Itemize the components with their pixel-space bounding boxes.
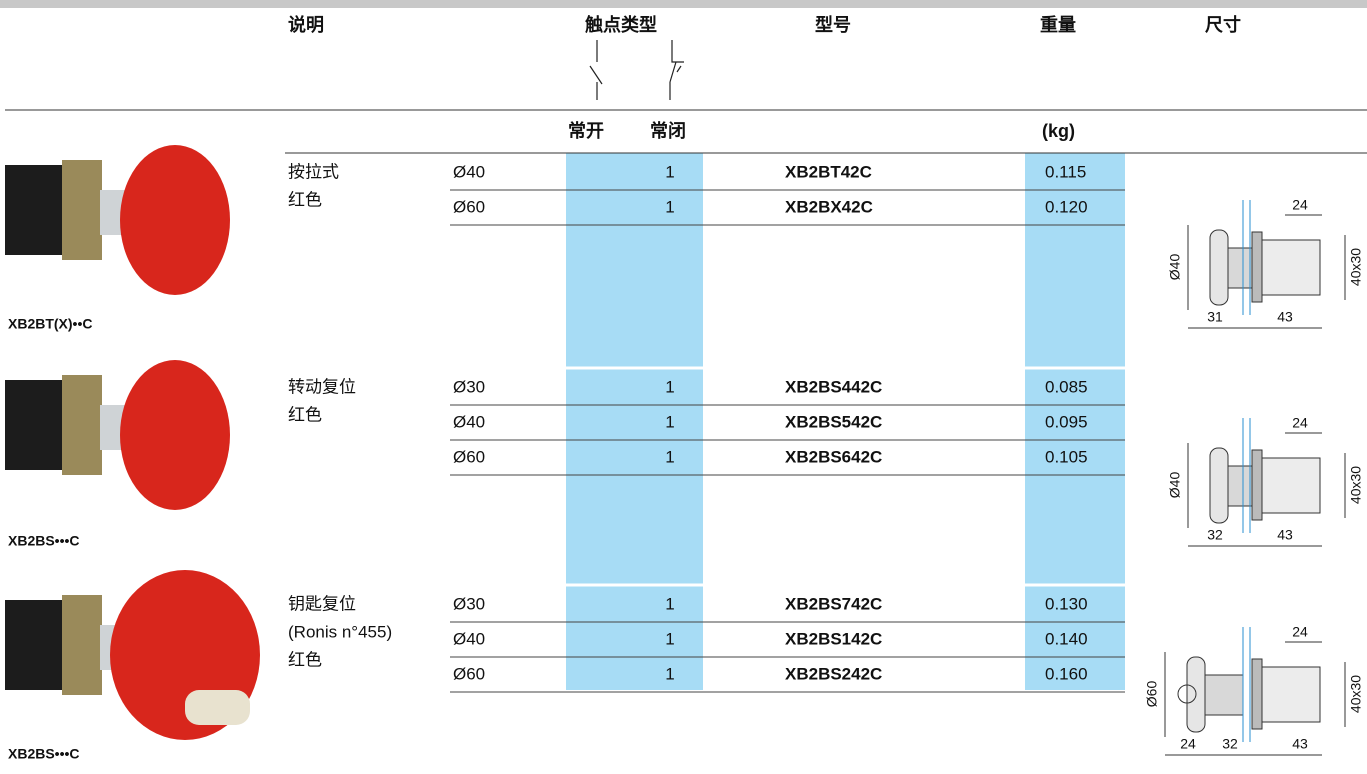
- model: XB2BS142C: [785, 629, 882, 648]
- dim-bottom-label: 43: [1277, 309, 1293, 325]
- dim-side-label: 40x30: [1348, 675, 1364, 713]
- image-label: XB2BT(X)••C: [8, 316, 92, 332]
- nc-count: 1: [665, 447, 674, 466]
- dimension-drawing: [1187, 200, 1346, 329]
- flange: [1251, 449, 1263, 521]
- description: 钥匙复位: [288, 594, 356, 613]
- weight: 0.120: [1045, 197, 1088, 216]
- description: 红色: [288, 405, 322, 424]
- dim-side-label: 40x30: [1348, 466, 1364, 504]
- model: XB2BS542C: [785, 412, 882, 431]
- contact-column: [566, 153, 703, 690]
- weight: 0.085: [1045, 377, 1088, 396]
- image-label: XB2BS•••C: [8, 746, 80, 762]
- dim-bottom-label: 43: [1277, 527, 1293, 543]
- nc-count: 1: [665, 664, 674, 683]
- header-dimensions: 尺寸: [1205, 14, 1241, 35]
- dim-bottom-label: 43: [1292, 736, 1308, 752]
- dim-diameter-label: Ø40: [1167, 254, 1183, 281]
- size: Ø60: [453, 447, 485, 466]
- weight: 0.140: [1045, 629, 1088, 648]
- weight: 0.095: [1045, 412, 1088, 431]
- description: 转动复位: [288, 377, 356, 396]
- flange: [1251, 658, 1263, 730]
- dim-side-label: 40x30: [1348, 248, 1364, 286]
- description: 红色: [288, 650, 322, 669]
- dim-bottom-label: 32: [1222, 736, 1238, 752]
- product-block: [5, 380, 65, 470]
- weight: 0.130: [1045, 594, 1088, 613]
- size: Ø60: [453, 664, 485, 683]
- header-model: 型号: [815, 14, 851, 35]
- description: (Ronis n°455): [288, 622, 392, 641]
- weight: 0.160: [1045, 664, 1088, 683]
- product-cap: [120, 360, 230, 510]
- body: [1261, 457, 1321, 514]
- flange: [1251, 231, 1263, 303]
- size: Ø30: [453, 377, 485, 396]
- dim-bottom-label: 32: [1207, 527, 1223, 543]
- product-key: [185, 690, 250, 725]
- model: XB2BT42C: [785, 162, 872, 181]
- product-frame: [62, 160, 102, 260]
- description: 红色: [288, 190, 322, 209]
- product-block: [5, 165, 65, 255]
- product-frame: [62, 375, 102, 475]
- size: Ø40: [453, 412, 485, 431]
- model: XB2BS742C: [785, 594, 882, 613]
- size: Ø40: [453, 629, 485, 648]
- model: XB2BS642C: [785, 447, 882, 466]
- dim-top-label: 24: [1292, 624, 1308, 640]
- contact-symbols: [589, 40, 684, 100]
- nc-count: 1: [665, 377, 674, 396]
- cap: [1209, 447, 1229, 524]
- product-cap: [120, 145, 230, 295]
- size: Ø40: [453, 162, 485, 181]
- header-weight: 重量: [1040, 14, 1076, 35]
- product-block: [5, 600, 65, 690]
- top-bar: [0, 0, 1367, 8]
- dim-bottom-label: 24: [1180, 736, 1196, 752]
- weight-unit: (kg): [1042, 121, 1075, 141]
- nc-count: 1: [665, 412, 674, 431]
- image-label: XB2BS•••C: [8, 533, 80, 549]
- nc-count: 1: [665, 629, 674, 648]
- dim-top-label: 24: [1292, 197, 1308, 213]
- cap: [1209, 229, 1229, 306]
- size: Ø60: [453, 197, 485, 216]
- model: XB2BX42C: [785, 197, 873, 216]
- key: [1177, 684, 1197, 704]
- size: Ø30: [453, 594, 485, 613]
- description: 按拉式: [288, 162, 339, 181]
- model: XB2BS242C: [785, 664, 882, 683]
- normally-closed: 常闭: [650, 120, 686, 141]
- body: [1261, 239, 1321, 296]
- dimension-drawing: [1164, 627, 1346, 756]
- product-frame: [62, 595, 102, 695]
- body: [1261, 666, 1321, 723]
- stem: [1204, 674, 1244, 716]
- normally-open: 常开: [568, 120, 604, 141]
- nc-count: 1: [665, 162, 674, 181]
- nc-count: 1: [665, 197, 674, 216]
- dimension-drawing: [1187, 418, 1346, 547]
- dim-diameter-label: Ø40: [1167, 472, 1183, 499]
- weight-column: [1025, 153, 1125, 690]
- dim-bottom-label: 31: [1207, 309, 1223, 325]
- nc-count: 1: [665, 594, 674, 613]
- header-contact-type: 触点类型: [585, 14, 657, 35]
- weight: 0.115: [1045, 162, 1086, 181]
- dim-diameter-label: Ø60: [1144, 681, 1160, 708]
- header-description: 说明: [288, 14, 324, 35]
- weight: 0.105: [1045, 447, 1088, 466]
- model: XB2BS442C: [785, 377, 882, 396]
- dim-top-label: 24: [1292, 415, 1308, 431]
